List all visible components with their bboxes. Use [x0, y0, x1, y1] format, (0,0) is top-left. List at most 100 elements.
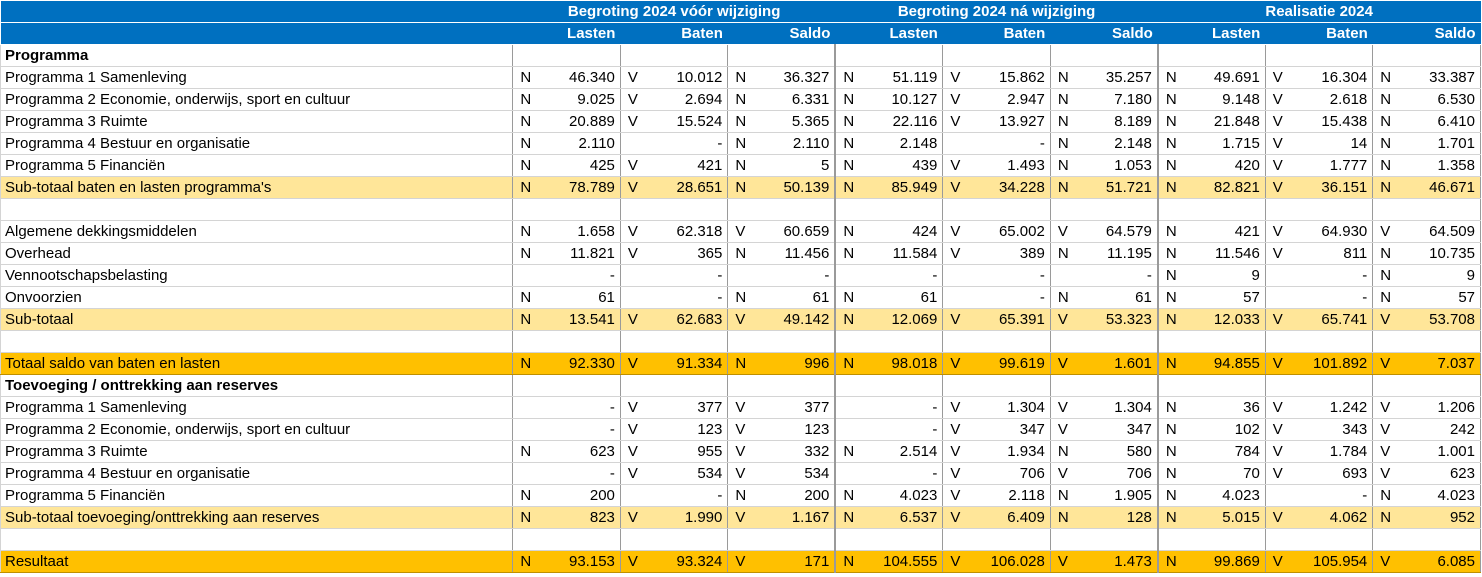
cell-flag: N — [512, 220, 535, 243]
cell-flag — [619, 374, 643, 397]
cell-flag: V — [1264, 176, 1288, 199]
cell-value: 61 — [857, 286, 943, 309]
cell-value: 534 — [642, 462, 728, 485]
cell-value: 1.304 — [1072, 396, 1159, 419]
table-row: Onvoorzien N 61- N 61 N 61- N 61 N 57- N 57 — [0, 286, 1481, 309]
cell-value: - — [535, 264, 621, 287]
cell-value: - — [857, 462, 943, 485]
spacer-row — [0, 330, 1481, 353]
cell-flag — [942, 198, 965, 221]
cell-value: 99.869 — [1179, 550, 1266, 573]
cell-value: 36 — [1179, 396, 1266, 419]
cell-flag: V — [1372, 462, 1395, 485]
cell-flag: V — [619, 88, 643, 111]
cell-flag: V — [619, 418, 643, 441]
cell-value: 61 — [1072, 286, 1159, 309]
cell-value: 332 — [749, 440, 837, 463]
cell-value: 11.584 — [857, 242, 943, 265]
cell-flag: V — [1264, 550, 1288, 573]
header-group-row: Begroting 2024 vóór wijziging Begroting … — [0, 0, 1481, 23]
cell-value: 91.334 — [642, 352, 728, 375]
cell-value: 1.304 — [964, 396, 1051, 419]
row-label: Totaal saldo van baten en lasten — [0, 352, 513, 375]
cell-flag — [1372, 330, 1395, 353]
cell-value: 16.304 — [1287, 66, 1373, 89]
cell-value — [749, 198, 837, 221]
cell-value: 51.119 — [857, 66, 943, 89]
cell-value: 65.391 — [964, 308, 1051, 331]
cell-flag: N — [1049, 176, 1073, 199]
cell-flag: N — [1157, 66, 1180, 89]
cell-flag: V — [942, 550, 965, 573]
cell-flag: N — [1372, 264, 1395, 287]
cell-flag — [727, 264, 750, 287]
cell-flag: V — [619, 308, 643, 331]
cell-flag — [619, 330, 643, 353]
cell-flag: V — [727, 506, 750, 529]
cell-flag: N — [1157, 484, 1180, 507]
cell-value — [857, 528, 943, 551]
cell-flag: V — [1264, 88, 1288, 111]
cell-value: 420 — [1179, 154, 1266, 177]
cell-value: 10.127 — [857, 88, 943, 111]
row-label: Programma 3 Ruimte — [0, 440, 513, 463]
cell-flag: N — [727, 242, 750, 265]
cell-flag: N — [834, 220, 858, 243]
cell-value — [1394, 374, 1481, 397]
cell-value: 46.340 — [535, 66, 621, 89]
cell-value: 2.110 — [535, 132, 621, 155]
cell-flag: N — [512, 550, 535, 573]
cell-value — [1394, 330, 1481, 353]
cell-flag: N — [1372, 286, 1395, 309]
cell-flag: V — [619, 242, 643, 265]
cell-value: 534 — [749, 462, 837, 485]
cell-flag: N — [1157, 154, 1180, 177]
cell-value: 57 — [1394, 286, 1481, 309]
cell-value: 70 — [1179, 462, 1266, 485]
cell-value: 623 — [535, 440, 621, 463]
cell-value — [964, 374, 1051, 397]
cell-value: 823 — [535, 506, 621, 529]
cell-flag: N — [512, 242, 535, 265]
cell-value: 20.889 — [535, 110, 621, 133]
cell-value: 34.228 — [964, 176, 1051, 199]
cell-value — [535, 44, 621, 67]
cell-flag: V — [942, 418, 965, 441]
row-label: Toevoeging / onttrekking aan reserves — [0, 374, 513, 397]
cell-value: 28.651 — [642, 176, 728, 199]
cell-flag: N — [834, 352, 858, 375]
table-row: Programma 5 Financiën N 200- N 200 N 4.023 V 2.1… — [0, 484, 1481, 507]
cell-flag: N — [834, 242, 858, 265]
table-row: Programma 5 Financiën N 425 V 421 N 5 N 439 V 1.49… — [0, 154, 1481, 177]
cell-flag — [619, 132, 643, 155]
cell-flag: N — [1157, 308, 1180, 331]
cell-flag: N — [1372, 132, 1395, 155]
header-col-lasten: Lasten — [835, 22, 943, 45]
cell-flag: N — [1372, 66, 1395, 89]
cell-flag: V — [1372, 550, 1395, 573]
cell-value: 9 — [1394, 264, 1481, 287]
cell-value — [749, 330, 837, 353]
cell-flag — [834, 396, 858, 419]
cell-flag — [1049, 528, 1073, 551]
cell-value: 2.110 — [749, 132, 837, 155]
cell-value: 64.579 — [1072, 220, 1159, 243]
cell-flag: V — [727, 396, 750, 419]
cell-value — [1287, 528, 1373, 551]
cell-value: 7.180 — [1072, 88, 1159, 111]
cell-value: 11.456 — [749, 242, 837, 265]
cell-value: 8.189 — [1072, 110, 1159, 133]
cell-value: 36.151 — [1287, 176, 1373, 199]
cell-value — [1287, 330, 1373, 353]
cell-flag: N — [1157, 242, 1180, 265]
cell-value: 421 — [1179, 220, 1266, 243]
cell-flag: N — [1157, 132, 1180, 155]
cell-value — [642, 330, 728, 353]
cell-flag: N — [1372, 242, 1395, 265]
cell-value: 580 — [1072, 440, 1159, 463]
cell-flag — [1264, 330, 1288, 353]
cell-value — [1072, 44, 1159, 67]
cell-value: - — [642, 286, 728, 309]
cell-value: 421 — [642, 154, 728, 177]
